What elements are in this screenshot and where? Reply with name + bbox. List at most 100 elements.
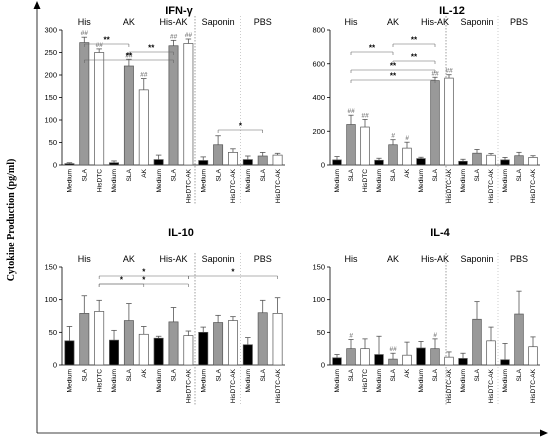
bar bbox=[402, 147, 412, 166]
significance-label: ** bbox=[411, 36, 418, 45]
y-tick-label: 250 bbox=[44, 48, 57, 57]
category-label: SLA bbox=[516, 368, 523, 381]
category-label: Medium bbox=[418, 168, 425, 192]
category-label: Medium bbox=[67, 168, 74, 192]
bar bbox=[153, 159, 164, 166]
category-label: SLA bbox=[390, 368, 397, 381]
group-label: Saponin bbox=[460, 254, 493, 264]
bar bbox=[514, 313, 524, 366]
category-label: HisDTC bbox=[362, 369, 369, 392]
category-label: HisDTC-AK bbox=[230, 168, 237, 203]
bar bbox=[360, 126, 370, 166]
group-label: PBS bbox=[254, 254, 272, 264]
category-label: SLA bbox=[390, 168, 397, 181]
bar bbox=[430, 80, 440, 166]
bar bbox=[228, 320, 238, 366]
category-label: SLA bbox=[474, 168, 481, 181]
significance-label: ** bbox=[103, 36, 110, 45]
bar bbox=[500, 159, 510, 166]
bar bbox=[257, 312, 268, 366]
category-label: Medium bbox=[502, 368, 509, 392]
bar bbox=[528, 157, 538, 166]
category-label: SLA bbox=[432, 168, 439, 181]
category-label: Medium bbox=[67, 368, 74, 392]
bar bbox=[138, 333, 149, 366]
bar bbox=[94, 52, 105, 166]
category-label: SLA bbox=[126, 168, 133, 181]
panel-il10: 0 50 100 150 IL-10 His Medium SLA HisDTC AK Medium… bbox=[44, 227, 285, 405]
category-label: Medium bbox=[156, 368, 163, 392]
y-tick-label: 600 bbox=[312, 59, 325, 68]
y-tick-label: 0 bbox=[321, 361, 325, 370]
category-label: SLA bbox=[260, 368, 267, 381]
group-label: His bbox=[345, 17, 358, 27]
bar bbox=[486, 340, 496, 366]
category-label: HisDTC-AK bbox=[275, 168, 282, 203]
bar bbox=[388, 358, 398, 366]
significance-label: * bbox=[142, 268, 146, 277]
bar bbox=[416, 347, 426, 366]
category-label: HisDTC-AK bbox=[530, 368, 537, 403]
y-tick-label: 50 bbox=[317, 328, 325, 337]
bar bbox=[109, 162, 119, 166]
group-label: AK bbox=[123, 254, 135, 264]
category-label: Medium bbox=[156, 168, 163, 192]
bar bbox=[360, 348, 370, 366]
bar-annotation: ## bbox=[170, 33, 178, 40]
y-tick-label: 150 bbox=[44, 93, 57, 102]
bar-annotation: ## bbox=[389, 346, 397, 353]
category-label: Medium bbox=[502, 168, 509, 192]
group-label: AK bbox=[387, 17, 399, 27]
y-tick-label: 150 bbox=[44, 263, 57, 272]
panel-title: IL-4 bbox=[430, 227, 450, 239]
bar bbox=[198, 160, 209, 166]
bar bbox=[183, 43, 194, 166]
bar bbox=[257, 155, 268, 166]
bar bbox=[444, 77, 454, 166]
significance-label: ** bbox=[369, 44, 376, 53]
bar bbox=[109, 339, 119, 366]
bar bbox=[388, 144, 398, 166]
bar-annotation: ## bbox=[431, 70, 439, 77]
panel-title: IL-12 bbox=[439, 5, 465, 17]
bar bbox=[138, 89, 149, 166]
y-tick-label: 800 bbox=[312, 26, 325, 35]
category-label: Medium bbox=[111, 168, 118, 192]
y-tick-label: 100 bbox=[44, 295, 57, 304]
category-label: Medium bbox=[245, 368, 252, 392]
y-tick-label: 0 bbox=[53, 361, 57, 370]
y-tick-label: 100 bbox=[312, 295, 325, 304]
panel-title: IL-10 bbox=[168, 227, 194, 239]
group-label: PBS bbox=[510, 17, 528, 27]
bar bbox=[416, 158, 426, 166]
y-tick-label: 50 bbox=[49, 138, 57, 147]
significance-label: ** bbox=[390, 62, 397, 71]
bar bbox=[332, 357, 342, 366]
category-label: HisDTC-AK bbox=[530, 168, 537, 203]
category-label: HisDTC-AK bbox=[446, 368, 453, 403]
bar bbox=[213, 322, 224, 366]
y-tick-label: 300 bbox=[44, 26, 57, 35]
bar-annotation: ## bbox=[125, 52, 133, 59]
bar bbox=[272, 154, 283, 166]
panel-title: IFN-γ bbox=[165, 5, 193, 17]
category-label: SLA bbox=[432, 368, 439, 381]
bar bbox=[402, 354, 412, 366]
category-label: SLA bbox=[82, 368, 89, 381]
bar-annotation: # bbox=[391, 133, 395, 140]
category-label: HisDTC bbox=[362, 169, 369, 192]
category-label: AK bbox=[141, 168, 148, 177]
bar bbox=[430, 348, 440, 366]
group-label: His bbox=[78, 17, 91, 27]
y-tick-label: 150 bbox=[312, 263, 325, 272]
bar bbox=[168, 321, 179, 366]
bar bbox=[486, 154, 496, 166]
bar bbox=[500, 359, 510, 366]
bar bbox=[242, 159, 253, 166]
group-label: PBS bbox=[254, 17, 272, 27]
category-label: Medium bbox=[376, 368, 383, 392]
bar bbox=[444, 356, 454, 366]
panel-il4: 0 50 100 150 IL-4 His Medium # SLA HisDTC AK Medium… bbox=[312, 227, 540, 405]
bar-annotation: ## bbox=[185, 32, 193, 39]
